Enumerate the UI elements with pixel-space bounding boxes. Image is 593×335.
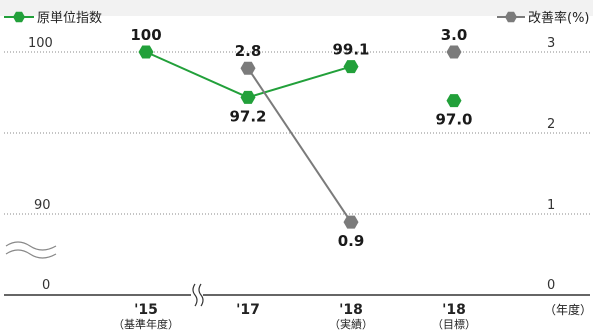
right-tick-2: 2 xyxy=(547,117,555,132)
left-tick-0: 0 xyxy=(42,278,50,293)
legend-right-marker xyxy=(505,11,517,23)
legend-band xyxy=(0,0,593,16)
right-tick-1: 1 xyxy=(547,198,555,213)
legend-right-label: 改善率(%) xyxy=(528,10,590,26)
series-1-line xyxy=(247,67,352,223)
series-0-point-0 xyxy=(138,45,154,59)
x-sublabel-18-actual: （実績） xyxy=(329,317,373,331)
x-sublabel-18-target: （目標） xyxy=(432,317,476,331)
x-sublabel-15: （基準年度） xyxy=(113,317,179,331)
x-unit-label: （年度） xyxy=(544,302,592,317)
legend-left-label: 原単位指数 xyxy=(37,10,102,26)
series-1-point-2 xyxy=(343,215,359,229)
series-0-data-label-0: 100 xyxy=(130,26,161,44)
series-1-data-label-1: 2.8 xyxy=(235,42,262,60)
x-label-18-actual: '18 xyxy=(339,302,363,318)
y-axis-break-icon xyxy=(5,241,57,259)
series-0-point-1 xyxy=(240,90,256,104)
x-label-17: '17 xyxy=(236,302,260,318)
series-layer: 100 97.2 99.1 97.0 2.8 0.9 3.0 xyxy=(130,26,472,250)
left-tick-100: 100 xyxy=(28,36,53,51)
right-tick-0: 0 xyxy=(547,278,555,293)
x-label-18-target: '18 xyxy=(442,302,466,318)
legend-right: 改善率(%) xyxy=(497,10,590,26)
series-1-data-label-3: 3.0 xyxy=(441,26,468,44)
x-axis-break-icon xyxy=(191,283,204,307)
series-1-point-3 xyxy=(446,45,462,59)
series-0-data-label-3: 97.0 xyxy=(435,111,472,129)
x-label-15: '15 xyxy=(134,302,158,318)
legend-left-marker xyxy=(13,11,25,23)
series-0-point-2 xyxy=(343,60,359,74)
series-0-point-3 xyxy=(446,94,462,108)
series-0-data-label-1: 97.2 xyxy=(229,107,266,125)
right-tick-3: 3 xyxy=(547,36,555,51)
series-0-data-label-2: 99.1 xyxy=(332,41,369,59)
left-tick-90: 90 xyxy=(34,198,51,213)
series-1-point-1 xyxy=(240,61,256,75)
series-1-data-label-2: 0.9 xyxy=(338,232,365,250)
legend-left: 原単位指数 xyxy=(4,10,102,26)
